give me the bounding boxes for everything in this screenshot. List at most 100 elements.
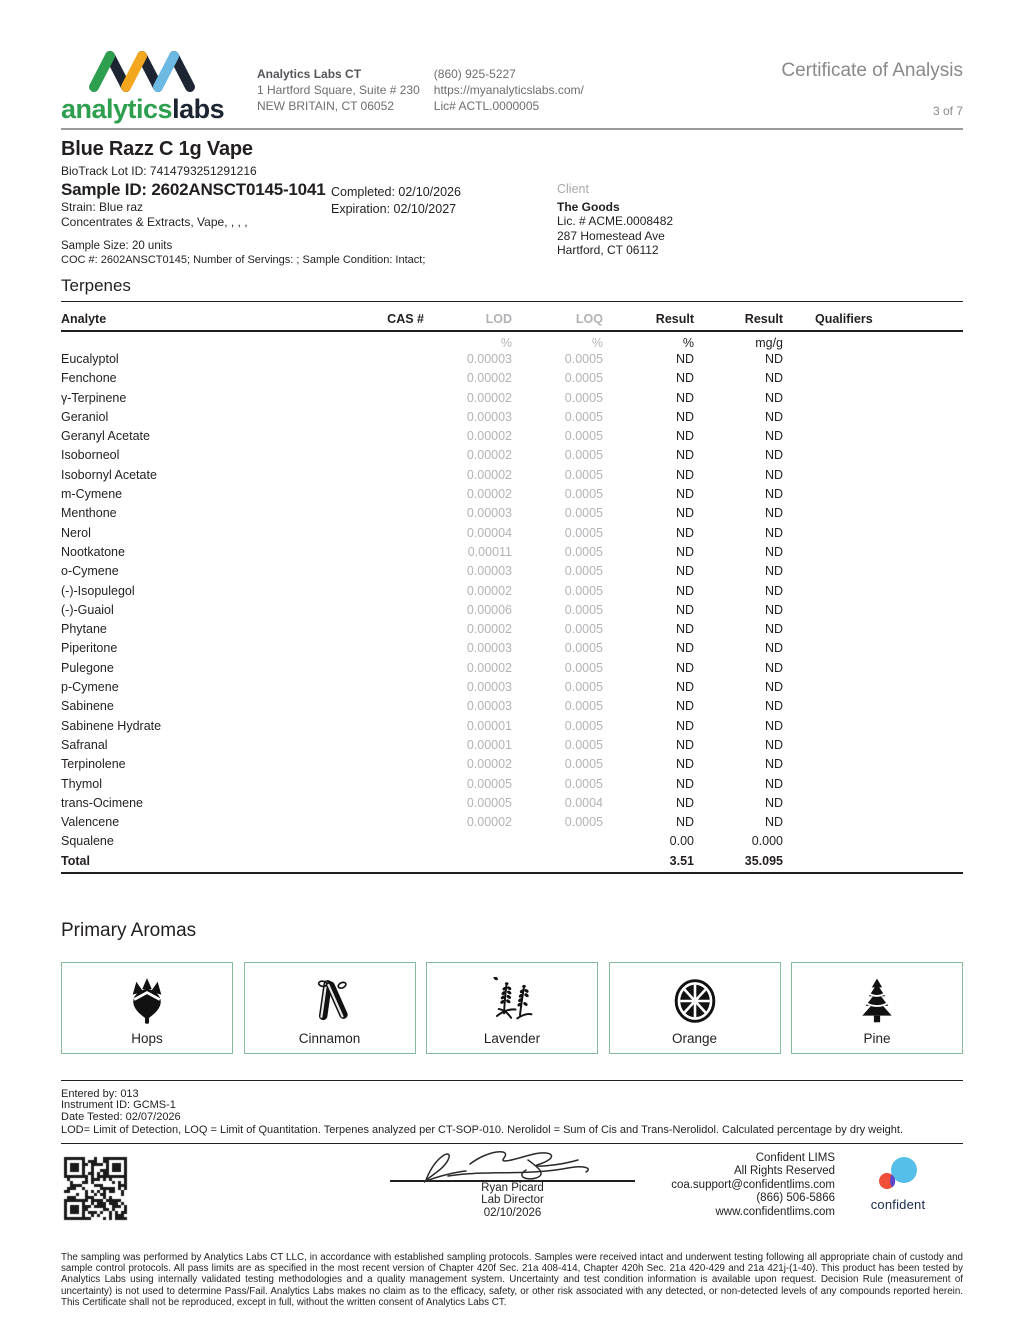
table-row: Thymol 0.00005 0.0005 ND ND xyxy=(61,777,963,796)
col-loq: LOQ xyxy=(575,312,603,326)
table-row: Piperitone 0.00003 0.0005 ND ND xyxy=(61,641,963,660)
signature-line xyxy=(390,1179,635,1182)
orange-icon xyxy=(671,975,719,1027)
entered-by: Entered by: 013 xyxy=(61,1087,139,1100)
aroma-box-hops: Hops xyxy=(61,961,233,1054)
cell-result-mgg: ND xyxy=(764,622,783,637)
client-address-2: Hartford, CT 06112 xyxy=(557,243,659,257)
table-units-row: % % % mg/g xyxy=(61,332,963,352)
total-result-pct: 3.51 xyxy=(669,853,694,868)
signer-name: Ryan Picard xyxy=(481,1181,544,1194)
confident-wordmark: confident xyxy=(870,1196,926,1212)
cell-analyte: trans-Ocimene xyxy=(61,795,143,810)
aroma-box-orange: Orange xyxy=(608,961,781,1054)
aroma-label: Hops xyxy=(131,1031,163,1047)
cell-result-mgg: ND xyxy=(764,583,783,598)
lab-address-2: NEW BRITAIN, CT 06052 xyxy=(257,99,394,113)
cell-analyte: Squalene xyxy=(61,834,114,849)
brand-analytics: analytics xyxy=(61,94,173,124)
lab-address-block: Analytics Labs CT 1 Hartford Square, Sui… xyxy=(257,48,420,114)
cell-lod: 0.00002 xyxy=(466,660,512,675)
table-row: Pulegone 0.00002 0.0005 ND ND xyxy=(61,661,963,680)
table-row: (-)-Guaiol 0.00006 0.0005 ND ND xyxy=(61,603,963,622)
lab-phone: (860) 925-5227 xyxy=(433,67,516,81)
lims-name: Confident LIMS xyxy=(755,1151,835,1164)
strain: Strain: Blue raz xyxy=(61,200,144,214)
qr-code xyxy=(63,1151,129,1226)
cell-result-pct: ND xyxy=(675,602,694,617)
signature-divider xyxy=(61,1142,963,1144)
cinnamon-icon xyxy=(308,975,352,1027)
cell-lod: 0.00001 xyxy=(466,737,512,752)
cell-result-pct: ND xyxy=(675,718,694,733)
dates-block: Completed: 02/10/2026 Expiration: 02/10/… xyxy=(331,184,461,218)
cell-lod: 0.00005 xyxy=(466,776,512,791)
logo-zigzag-icon xyxy=(89,51,195,92)
cell-loq: 0.0005 xyxy=(564,467,603,482)
cell-lod: 0.00002 xyxy=(466,815,512,830)
cell-result-mgg: ND xyxy=(764,641,783,656)
total-result-mgg: 35.095 xyxy=(744,853,783,868)
biotrack-lot: BioTrack Lot ID: 7414793251291216 xyxy=(61,164,257,178)
cell-result-mgg: ND xyxy=(764,506,783,521)
cell-loq: 0.0005 xyxy=(564,390,603,405)
table-total-row: Total 3.51 35.095 xyxy=(61,854,963,874)
cell-result-pct: ND xyxy=(675,429,694,444)
cell-analyte: o-Cymene xyxy=(61,564,119,579)
cell-result-mgg: ND xyxy=(764,544,783,559)
table-row: Geraniol 0.00003 0.0005 ND ND xyxy=(61,410,963,429)
col-qualifiers: Qualifiers xyxy=(815,312,873,326)
lavender-icon xyxy=(489,975,535,1027)
col-result-pct: Result xyxy=(655,312,694,326)
cell-analyte: Pulegone xyxy=(61,660,114,675)
unit-loq: % xyxy=(591,336,603,350)
cell-loq: 0.0005 xyxy=(564,429,603,444)
col-lod: LOD xyxy=(485,312,512,326)
cell-result-pct: ND xyxy=(675,737,694,752)
cell-loq: 0.0004 xyxy=(564,795,603,810)
disclaimer: The sampling was performed by Analytics … xyxy=(61,1251,963,1308)
cell-result-pct: ND xyxy=(675,506,694,521)
cell-lod: 0.00002 xyxy=(466,429,512,444)
cell-analyte: Nootkatone xyxy=(61,544,125,559)
cell-result-mgg: ND xyxy=(764,602,783,617)
cell-analyte: Safranal xyxy=(61,737,108,752)
coc-line: COC #: 2602ANSCT0145; Number of Servings… xyxy=(61,254,426,266)
cell-lod: 0.00002 xyxy=(466,622,512,637)
cell-result-mgg: ND xyxy=(764,352,783,366)
table-row: Nerol 0.00004 0.0005 ND ND xyxy=(61,526,963,545)
cell-analyte: Geranyl Acetate xyxy=(61,429,150,444)
cell-lod: 0.00003 xyxy=(466,352,512,366)
lims-phone: (866) 506-5866 xyxy=(756,1192,835,1205)
cell-lod: 0.00002 xyxy=(466,757,512,772)
cell-loq: 0.0005 xyxy=(564,718,603,733)
aroma-label: Lavender xyxy=(483,1031,541,1047)
table-row: trans-Ocimene 0.00005 0.0004 ND ND xyxy=(61,796,963,815)
cell-result-mgg: ND xyxy=(764,429,783,444)
table-row: Geranyl Acetate 0.00002 0.0005 ND ND xyxy=(61,429,963,448)
analytics-labs-logo: analyticslabs xyxy=(61,48,251,123)
signature-icon xyxy=(422,1150,589,1183)
cell-result-pct: ND xyxy=(675,371,694,386)
col-analyte: Analyte xyxy=(61,312,107,326)
table-row: (-)-Isopulegol 0.00002 0.0005 ND ND xyxy=(61,584,963,603)
hops-icon xyxy=(125,975,169,1027)
table-row: Safranal 0.00001 0.0005 ND ND xyxy=(61,738,963,757)
sample-id: Sample ID: 2602ANSCT0145-1041 xyxy=(61,180,326,199)
confident-logo-icon xyxy=(879,1156,917,1189)
cell-result-pct: ND xyxy=(675,583,694,598)
cell-result-pct: ND xyxy=(675,622,694,637)
cell-result-pct: ND xyxy=(675,680,694,695)
table-row: Phytane 0.00002 0.0005 ND ND xyxy=(61,622,963,641)
cell-analyte: Piperitone xyxy=(61,641,118,656)
aroma-row: Hops Cinnamon xyxy=(61,961,963,1054)
cell-analyte: p-Cymene xyxy=(61,680,119,695)
cell-analyte: Nerol xyxy=(61,525,91,540)
total-label: Total xyxy=(61,853,90,868)
cell-loq: 0.0005 xyxy=(564,602,603,617)
lab-license: Lic# ACTL.0000005 xyxy=(433,99,540,113)
sample-info: Blue Razz C 1g Vape BioTrack Lot ID: 741… xyxy=(61,138,963,266)
cell-analyte: Isoborneol xyxy=(61,448,120,463)
cell-lod: 0.00003 xyxy=(466,699,512,714)
cell-analyte: γ-Terpinene xyxy=(61,390,127,405)
